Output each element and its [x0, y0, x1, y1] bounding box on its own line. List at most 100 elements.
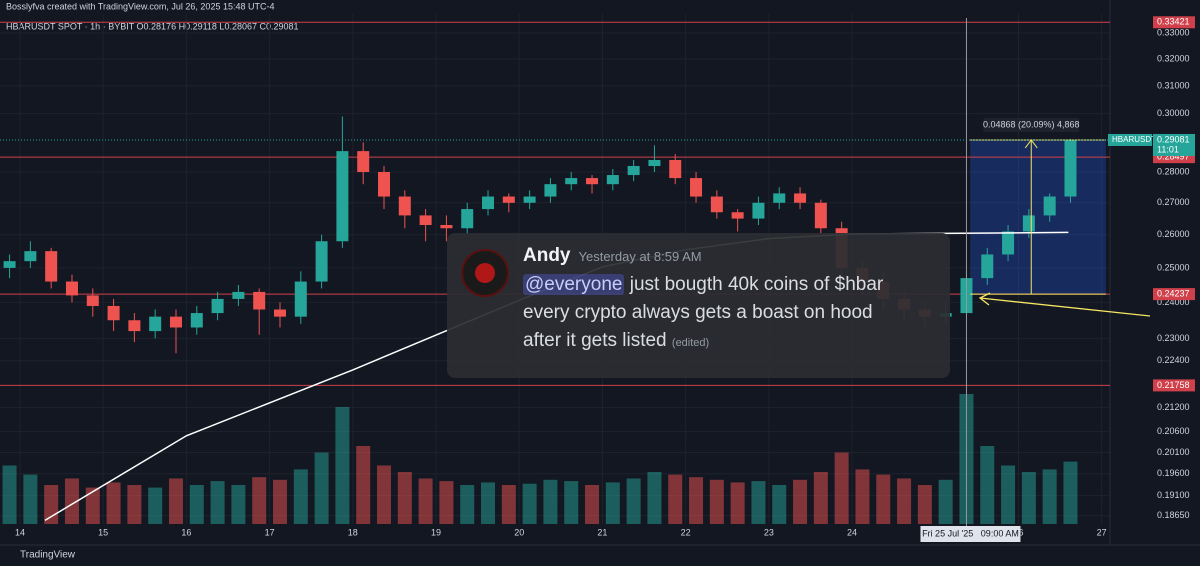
x-tick-label: 17 — [265, 527, 275, 537]
volume-bar — [793, 479, 808, 524]
volume-bar — [127, 485, 142, 524]
x-tick-label: 16 — [181, 527, 191, 537]
candle-body — [502, 196, 515, 203]
candle-body — [690, 178, 703, 197]
volume-bar — [668, 474, 683, 524]
candle-body — [627, 165, 640, 176]
level-box — [1153, 288, 1195, 301]
volume-bar — [231, 485, 246, 524]
candle-body — [211, 298, 224, 314]
crosshair-box — [920, 526, 1021, 542]
volume-bar — [272, 479, 287, 524]
volume-bar — [605, 482, 620, 524]
volume-bar — [335, 407, 350, 524]
y-tick-label: 0.30000 — [1157, 108, 1190, 118]
x-tick-label: 22 — [681, 527, 691, 537]
line: just bougth 40k coins of $hbar — [624, 274, 884, 295]
candle-body — [1043, 196, 1056, 216]
volume-bar — [897, 478, 912, 524]
candle-body — [3, 261, 16, 268]
candle-body — [710, 196, 723, 213]
volume-bar — [813, 472, 828, 524]
volume-bar — [85, 487, 100, 524]
candle-body — [752, 202, 765, 219]
x-tick-label: 23 — [764, 527, 774, 537]
candle-body — [107, 305, 120, 321]
y-tick-label: 0.19100 — [1157, 490, 1190, 500]
line: after it gets listed — [523, 330, 667, 351]
mention: @everyone — [523, 274, 625, 295]
volume-bar — [377, 465, 392, 524]
candle-body — [648, 160, 661, 166]
candle-body — [86, 295, 99, 306]
volume-bar — [1001, 465, 1016, 524]
candle-body — [336, 151, 349, 242]
candle-body — [731, 212, 744, 219]
last-price-label: 0.29081 — [1157, 134, 1190, 144]
volume-bar — [252, 477, 267, 524]
x-tick-label: 21 — [597, 527, 607, 537]
volume-bar — [751, 481, 766, 524]
volume-bar — [44, 485, 59, 524]
candle-body — [1022, 215, 1035, 232]
volume-bar — [210, 481, 225, 524]
arrow-head — [1024, 139, 1038, 149]
author: Andy — [523, 245, 571, 266]
candle-body — [461, 209, 474, 229]
candle-body — [128, 320, 141, 332]
header: Bosslyfva created with TradingView.com, … — [6, 1, 274, 11]
candle-body — [45, 251, 58, 282]
candle-body — [149, 316, 162, 332]
x-tick-label: 20 — [514, 527, 524, 537]
candle-body — [440, 225, 453, 229]
level-box — [1153, 379, 1195, 392]
y-tick-label: 0.23000 — [1157, 333, 1190, 343]
volume-bar — [647, 472, 662, 524]
symbol-label: HBARUSDT — [1112, 135, 1156, 144]
y-tick-label: 0.26000 — [1157, 229, 1190, 239]
symbol-box — [1108, 133, 1152, 146]
symbol-line: HBARUSDT SPOT · 1h · BYBIT O0.28176 H0.2… — [6, 21, 299, 31]
discord-message: Andy Yesterday at 8:59 AM @everyone just … — [447, 233, 950, 378]
line: every crypto always gets a boast on hood — [523, 302, 873, 323]
volume-bar — [481, 482, 496, 524]
y-tick-label: 0.21200 — [1157, 402, 1190, 412]
volume-bar — [293, 469, 308, 524]
level-label: 0.21758 — [1157, 380, 1190, 390]
y-tick-label: 0.32000 — [1157, 53, 1190, 63]
volume-bar — [917, 485, 932, 524]
avatar — [461, 249, 509, 297]
volume-bar — [23, 474, 38, 524]
candle-body — [315, 241, 328, 282]
volume-bar — [834, 452, 849, 524]
x-tick-label: 27 — [1097, 527, 1107, 537]
candle-body — [814, 202, 827, 229]
level-box — [1153, 16, 1195, 29]
candle-body — [523, 196, 536, 203]
volume-bar — [709, 479, 724, 524]
edited: (edited) — [671, 337, 710, 349]
y-tick-label: 0.24000 — [1157, 297, 1190, 307]
candle-body — [544, 184, 557, 197]
volume-bar — [460, 485, 475, 524]
y-tick-label: 0.20600 — [1157, 426, 1190, 436]
candle-body — [190, 313, 203, 328]
volume-bar — [730, 482, 745, 524]
candle-body — [378, 172, 391, 197]
volume-bar — [876, 474, 891, 524]
volume-bar — [501, 485, 516, 524]
y-tick-label: 0.22400 — [1157, 355, 1190, 365]
candle-body — [981, 254, 994, 279]
candle-body — [419, 215, 432, 226]
volume-bar — [980, 446, 995, 524]
volume-bar — [314, 452, 329, 524]
y-tick-label: 0.28000 — [1157, 166, 1190, 176]
volume-bar — [2, 465, 17, 524]
volume-bar — [543, 479, 558, 524]
volume-bar — [397, 472, 412, 524]
volume-bar — [168, 478, 183, 524]
level-label: 0.24237 — [1157, 288, 1190, 298]
volume-bar — [64, 478, 79, 524]
candle-body — [232, 291, 245, 299]
